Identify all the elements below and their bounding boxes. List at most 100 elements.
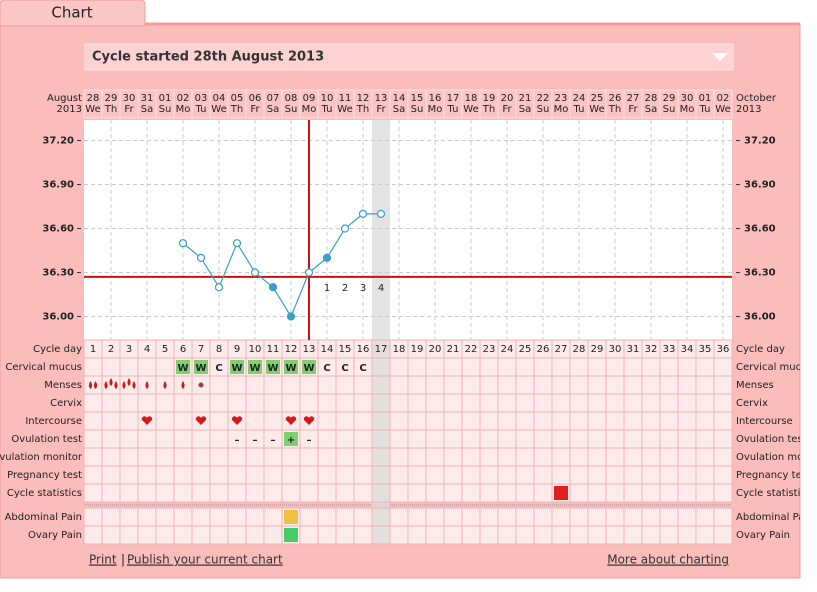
x-tick-label: 2 [108, 344, 114, 355]
date-label: 30 [123, 93, 136, 104]
date-label: 03 [195, 93, 208, 104]
weekday-label: Tu [195, 104, 207, 115]
date-label: 27 [627, 93, 640, 104]
date-label: 22 [537, 93, 550, 104]
row-label: Cervix [50, 398, 82, 409]
weekday-label: We [589, 104, 604, 115]
cell-text: W [231, 363, 242, 374]
x-tick-label: 34 [681, 344, 694, 355]
row-label: Ovulation monitor [0, 452, 83, 463]
year-label: 2013 [736, 104, 761, 115]
temperature-point [196, 253, 206, 262]
year-label: 2013 [57, 104, 82, 115]
temperature-point [304, 268, 314, 277]
drop-icon [104, 381, 108, 389]
cell-text: – [307, 435, 312, 446]
date-label: 19 [483, 93, 496, 104]
weekday-label: We [85, 104, 100, 115]
tab[interactable] [0, 0, 146, 27]
today-column [372, 120, 390, 544]
cycle-select-label[interactable]: Cycle started 28th August 2013 [92, 50, 324, 65]
x-tick-label: 35 [699, 344, 712, 355]
date-label: 05 [231, 93, 244, 104]
date-label: 25 [591, 93, 604, 104]
x-tick-label: 29 [591, 344, 604, 355]
drop-icon [163, 381, 167, 389]
row-label: Cervix [736, 398, 768, 409]
x-tick-label: 1 [90, 344, 96, 355]
cell-text: C [323, 363, 330, 374]
row-label: Cycle statistics [736, 488, 811, 499]
date-label: 09 [303, 93, 316, 104]
row-label: Ovulation monitor [736, 452, 817, 463]
x-tick-label: 8 [216, 344, 222, 355]
x-tick-label: 16 [357, 344, 370, 355]
drop-icon [109, 378, 113, 386]
heart-icon [141, 416, 153, 425]
cell-text: W [303, 363, 314, 374]
cycle-select[interactable] [84, 43, 734, 71]
cell-highlight [176, 360, 190, 374]
cell-highlight [284, 432, 298, 446]
drops [122, 378, 136, 389]
weekday-label: Fr [124, 104, 134, 115]
x-tick-label: 15 [339, 344, 352, 355]
weekday-label: Mo [176, 104, 191, 115]
date-label: 28 [87, 93, 100, 104]
weekday-label: Sa [141, 104, 153, 115]
separator: | [121, 553, 125, 567]
weekday-label: Fr [628, 104, 638, 115]
dropdown-arrow[interactable] [712, 53, 728, 61]
y-tick-label: 37.20 [42, 136, 74, 147]
x-tick-label: 36 [717, 344, 730, 355]
chart: 28We29Th30Fr31Sa01Su02Mo03Tu04We05Th06Fr… [0, 89, 817, 545]
weekday-label: We [211, 104, 226, 115]
date-label: 17 [447, 93, 460, 104]
weekday-label: Mo [302, 104, 317, 115]
row-label: Cervical mucus [736, 362, 813, 373]
x-axis-label: Cycle day [736, 344, 785, 355]
x-tick-label: 14 [321, 344, 334, 355]
date-label: 01 [699, 93, 712, 104]
date-label: 16 [429, 93, 442, 104]
date-label: 31 [141, 93, 154, 104]
publish-link[interactable]: Publish your current chart [127, 553, 283, 567]
row-label: Menses [44, 380, 82, 391]
drop-icon [88, 381, 93, 389]
drops [145, 381, 149, 389]
weekday-label: Su [159, 104, 172, 115]
x-tick-label: 25 [519, 344, 532, 355]
tab-label[interactable]: Chart [51, 4, 92, 22]
temperature-point [268, 283, 278, 292]
row-label: Pregnancy test [7, 470, 82, 481]
print-link[interactable]: Print [89, 553, 117, 567]
date-label: 30 [681, 93, 694, 104]
weekday-label: Sa [519, 104, 531, 115]
x-tick-label: 33 [663, 344, 676, 355]
row-label: Intercourse [25, 416, 82, 427]
x-tick-label: 21 [447, 344, 460, 355]
post-ovulation-label: 3 [360, 283, 366, 294]
cell-text: W [177, 363, 188, 374]
cell-highlight [194, 360, 208, 374]
temperature-point [232, 239, 242, 248]
cell-text: + [287, 435, 295, 446]
weekday-label: Th [104, 104, 117, 115]
more-link[interactable]: More about charting [607, 553, 729, 567]
y-tick-label: 36.30 [42, 268, 74, 279]
temperature-point [250, 268, 260, 277]
spot-icon [198, 382, 204, 388]
weekday-label: We [337, 104, 352, 115]
weekday-label: Su [537, 104, 550, 115]
x-tick-label: 20 [429, 344, 442, 355]
weekday-label: Tu [321, 104, 333, 115]
x-tick-label: 3 [126, 344, 132, 355]
x-tick-label: 9 [234, 344, 240, 355]
weekday-label: Fr [502, 104, 512, 115]
cell-text: – [235, 435, 240, 446]
x-tick-label: 22 [465, 344, 478, 355]
weekday-label: Sa [267, 104, 279, 115]
date-label: 29 [663, 93, 676, 104]
drop-icon [93, 381, 98, 389]
post-ovulation-label: 4 [378, 283, 384, 294]
